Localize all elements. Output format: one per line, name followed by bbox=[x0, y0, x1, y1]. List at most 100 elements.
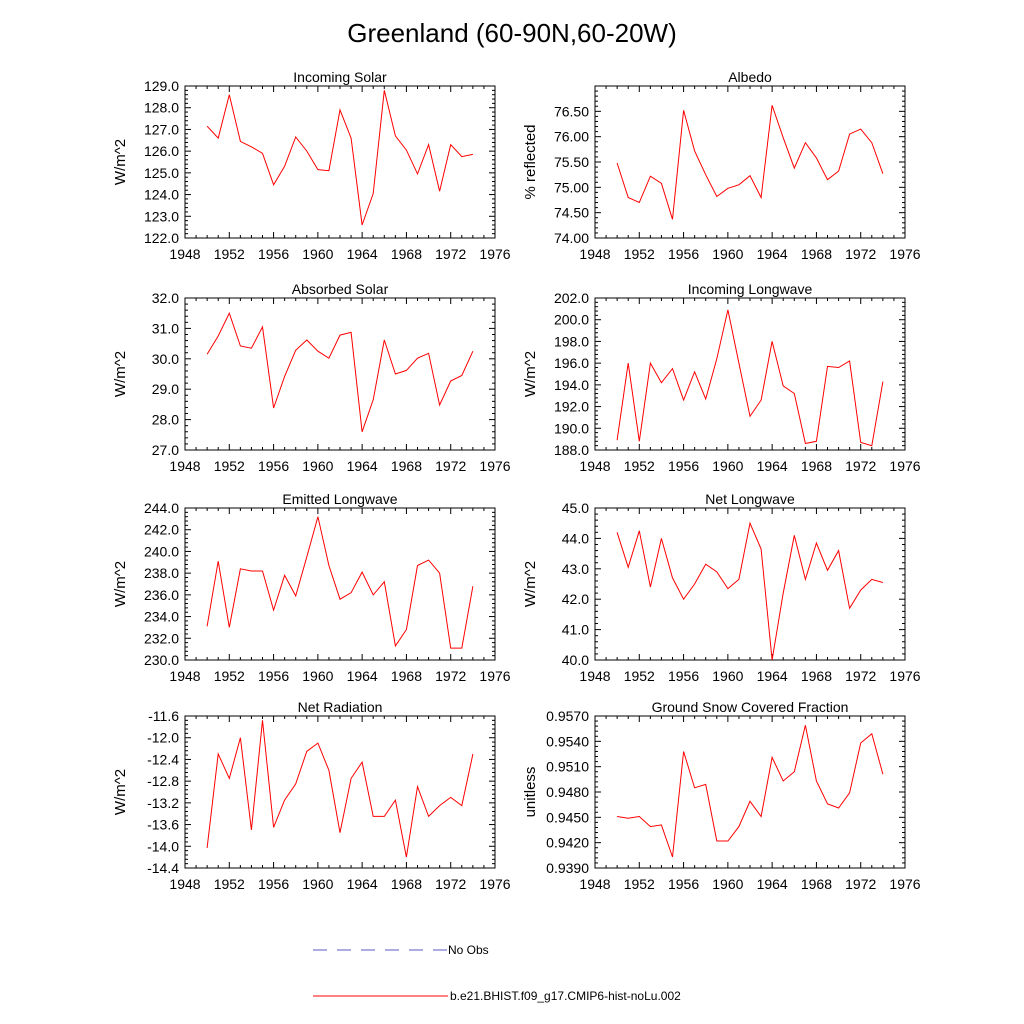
y-tick-label: 30.0 bbox=[152, 351, 179, 367]
y-axis-label: unitless bbox=[522, 767, 539, 818]
x-tick-label: 1948 bbox=[579, 458, 610, 474]
x-tick-label: 1964 bbox=[347, 458, 378, 474]
y-tick-label: 124.0 bbox=[144, 187, 179, 203]
x-tick-label: 1976 bbox=[889, 876, 920, 892]
x-tick-label: 1960 bbox=[712, 876, 743, 892]
y-tick-label: -12.0 bbox=[147, 730, 179, 746]
x-tick-label: 1968 bbox=[801, 876, 832, 892]
y-tick-label: 0.9420 bbox=[546, 835, 589, 851]
legend-obs-label: No Obs bbox=[448, 943, 489, 957]
y-tick-label: 196.0 bbox=[554, 355, 589, 371]
x-tick-label: 1952 bbox=[214, 668, 245, 684]
x-tick-label: 1972 bbox=[435, 668, 466, 684]
x-tick-label: 1976 bbox=[479, 458, 510, 474]
x-tick-label: 1960 bbox=[302, 458, 333, 474]
y-tick-label: 232.0 bbox=[144, 630, 179, 646]
x-tick-label: 1968 bbox=[391, 668, 422, 684]
series-line bbox=[206, 720, 474, 858]
x-tick-label: 1968 bbox=[391, 458, 422, 474]
x-tick-label: 1952 bbox=[214, 246, 245, 262]
panel-title: Ground Snow Covered Fraction bbox=[652, 699, 849, 715]
series-line bbox=[206, 90, 473, 226]
x-tick-label: 1976 bbox=[479, 668, 510, 684]
panel-title: Net Longwave bbox=[705, 491, 795, 507]
x-tick-label: 1952 bbox=[624, 668, 655, 684]
x-tick-label: 1976 bbox=[479, 246, 510, 262]
y-tick-label: 44.0 bbox=[562, 530, 589, 546]
y-tick-label: 190.0 bbox=[554, 420, 589, 436]
y-tick-label: 240.0 bbox=[144, 543, 179, 559]
x-tick-label: 1952 bbox=[214, 876, 245, 892]
x-tick-label: 1952 bbox=[624, 876, 655, 892]
x-tick-label: 1960 bbox=[302, 246, 333, 262]
y-tick-label: 236.0 bbox=[144, 587, 179, 603]
panel-title: Incoming Longwave bbox=[688, 281, 813, 297]
y-tick-label: 0.9570 bbox=[546, 708, 589, 724]
y-tick-label: 192.0 bbox=[554, 399, 589, 415]
x-tick-label: 1952 bbox=[624, 458, 655, 474]
y-axis-label: W/m^2 bbox=[112, 769, 129, 815]
y-tick-label: -14.4 bbox=[147, 860, 179, 876]
x-tick-label: 1952 bbox=[624, 246, 655, 262]
y-tick-label: 0.9450 bbox=[546, 809, 589, 825]
x-tick-label: 1968 bbox=[801, 458, 832, 474]
y-tick-label: 123.0 bbox=[144, 208, 179, 224]
x-tick-label: 1964 bbox=[757, 876, 788, 892]
y-tick-label: 76.00 bbox=[554, 129, 589, 145]
x-tick-label: 1964 bbox=[347, 876, 378, 892]
chart-panels: Incoming Solar W/m^2 1948 1952 1956 1960 1964 1… bbox=[112, 69, 921, 892]
panel-albedo: Albedo % reflected 1948 1952 1956 1960 1964 196… bbox=[522, 69, 921, 262]
x-tick-label: 1968 bbox=[801, 246, 832, 262]
y-tick-label: 45.0 bbox=[562, 500, 589, 516]
y-tick-label: 43.0 bbox=[562, 561, 589, 577]
y-tick-label: -12.4 bbox=[147, 751, 179, 767]
panel-title: Absorbed Solar bbox=[292, 281, 389, 297]
legend: No Obs b.e21.BHIST.f09_g17.CMIP6-hist-no… bbox=[313, 943, 681, 1003]
panel-incoming-solar: Incoming Solar W/m^2 1948 1952 1956 1960 1964 1… bbox=[112, 69, 511, 262]
x-tick-label: 1976 bbox=[889, 246, 920, 262]
y-tick-label: 41.0 bbox=[562, 622, 589, 638]
y-tick-label: 127.0 bbox=[144, 121, 179, 137]
x-tick-label: 1956 bbox=[258, 668, 289, 684]
series-line bbox=[616, 105, 884, 220]
x-tick-label: 1964 bbox=[347, 668, 378, 684]
x-tick-label: 1960 bbox=[302, 668, 333, 684]
y-tick-label: 122.0 bbox=[144, 230, 179, 246]
main-title: Greenland (60-90N,60-20W) bbox=[347, 18, 677, 48]
x-tick-label: 1968 bbox=[801, 668, 832, 684]
x-tick-label: 1972 bbox=[435, 458, 466, 474]
panel-net-longwave: Net Longwave W/m^2 1948 1952 1956 1960 1964 196… bbox=[522, 491, 921, 684]
x-tick-label: 1948 bbox=[579, 876, 610, 892]
x-tick-label: 1956 bbox=[668, 246, 699, 262]
y-tick-label: 230.0 bbox=[144, 652, 179, 668]
panel-emitted-longwave: Emitted Longwave W/m^2 1948 1952 1956 1960 196… bbox=[112, 491, 511, 684]
y-tick-label: 32.0 bbox=[152, 290, 179, 306]
x-tick-label: 1956 bbox=[668, 876, 699, 892]
y-tick-label: 0.9390 bbox=[546, 860, 589, 876]
y-tick-label: 194.0 bbox=[554, 377, 589, 393]
x-tick-label: 1972 bbox=[845, 876, 876, 892]
y-axis-label: W/m^2 bbox=[522, 351, 539, 397]
y-tick-label: 0.9510 bbox=[546, 759, 589, 775]
y-axis-label: W/m^2 bbox=[522, 561, 539, 607]
y-tick-label: 76.50 bbox=[554, 103, 589, 119]
y-tick-label: -12.8 bbox=[147, 773, 179, 789]
y-tick-label: 29.0 bbox=[152, 381, 179, 397]
x-tick-label: 1972 bbox=[845, 246, 876, 262]
x-tick-label: 1956 bbox=[258, 458, 289, 474]
x-tick-label: 1960 bbox=[712, 246, 743, 262]
x-tick-label: 1956 bbox=[668, 668, 699, 684]
panel-title: Emitted Longwave bbox=[282, 491, 397, 507]
y-tick-label: 27.0 bbox=[152, 442, 179, 458]
x-tick-label: 1964 bbox=[347, 246, 378, 262]
panel-title: Incoming Solar bbox=[293, 69, 387, 85]
x-tick-label: 1968 bbox=[391, 876, 422, 892]
y-tick-label: 0.9540 bbox=[546, 733, 589, 749]
series-line bbox=[616, 521, 884, 661]
x-tick-label: 1972 bbox=[845, 668, 876, 684]
y-tick-label: 198.0 bbox=[554, 333, 589, 349]
y-tick-label: 242.0 bbox=[144, 522, 179, 538]
x-tick-label: 1964 bbox=[757, 668, 788, 684]
series-line bbox=[206, 311, 474, 432]
y-tick-label: 200.0 bbox=[554, 312, 589, 328]
